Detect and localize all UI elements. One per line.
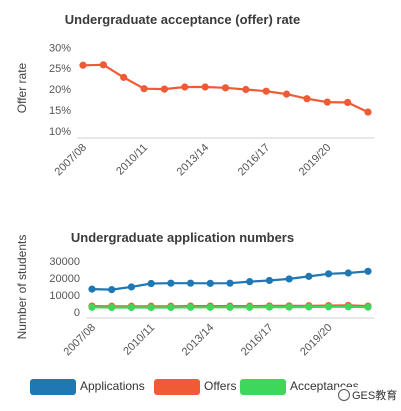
data-point-1-0-7 [226,279,234,287]
data-point-1-0-10 [285,275,293,283]
y-tick-label-0-2: 20% [49,84,71,96]
data-point-1-0-1 [108,286,116,294]
data-point-0-0-9 [262,87,270,95]
legend-swatch-applications [30,379,76,395]
legend: Applications Offers Acceptances [30,376,401,398]
data-point-1-0-9 [265,276,274,285]
data-point-0-0-11 [303,95,311,103]
watermark: GES教育 [336,387,400,403]
y-tick-label-1-3: 30000 [49,256,80,268]
legend-swatch-acceptances [240,379,286,395]
data-point-0-0-6 [201,83,209,91]
data-point-0-0-2 [120,73,128,81]
y-axis-label-1: Number of students [15,235,29,340]
y-tick-label-1-0: 0 [74,307,80,319]
data-point-1-2-10 [285,303,293,311]
y-tick-label-1-2: 20000 [49,273,80,285]
data-point-0-0-7 [221,84,230,92]
legend-label-offers: Offers [204,379,237,393]
x-tick-label-1-2: 2013/14 [180,322,217,359]
x-tick-label-1-4: 2019/20 [298,322,335,359]
data-point-0-0-0 [79,61,87,69]
data-point-1-2-14 [364,303,372,311]
data-point-0-0-3 [140,85,148,93]
legend-label-applications: Applications [80,379,145,393]
chart-title-applications: Undergraduate application numbers [70,230,295,245]
data-point-1-2-11 [305,303,313,311]
data-point-1-0-0 [88,285,96,293]
data-point-1-0-14 [364,267,372,275]
x-tick-label-1-3: 2016/17 [239,322,276,359]
y-axis-label-0: Offer rate [15,62,29,113]
data-point-1-2-8 [246,303,254,311]
data-point-1-2-2 [127,303,136,312]
data-point-1-0-11 [305,272,313,280]
chart-title-offer-rate: Undergraduate acceptance (offer) rate [64,12,301,27]
data-point-1-0-4 [167,279,175,287]
x-tick-label-0-1: 2010/11 [114,142,150,178]
data-point-0-0-12 [323,98,331,106]
data-point-1-2-13 [344,303,352,311]
data-point-1-0-3 [147,279,155,288]
data-point-1-2-5 [186,303,195,311]
x-tick-label-1-0: 2007/08 [62,322,99,359]
data-point-0-0-4 [160,85,169,93]
data-point-1-0-12 [324,270,333,278]
data-point-0-0-10 [282,90,291,98]
data-point-1-0-6 [206,279,214,287]
data-point-1-2-3 [147,303,155,312]
data-point-0-0-1 [99,61,107,69]
data-point-1-2-12 [324,303,333,311]
data-point-1-2-9 [265,303,274,311]
data-point-1-2-0 [88,303,96,311]
y-tick-label-1-1: 10000 [49,290,80,302]
legend-swatch-offers [154,379,200,395]
x-tick-label-0-3: 2016/17 [236,142,273,179]
data-point-1-2-1 [108,303,116,312]
x-tick-label-0-0: 2007/08 [53,142,90,179]
watermark-text: GES教育 [352,390,398,402]
x-tick-label-1-1: 2010/11 [121,322,157,358]
data-point-0-0-5 [181,83,189,91]
data-point-1-0-13 [344,269,352,277]
data-point-0-0-14 [364,108,372,116]
y-tick-label-0-3: 25% [49,63,71,75]
data-point-1-0-5 [186,279,195,287]
x-tick-label-0-4: 2019/20 [297,142,334,179]
y-tick-label-0-0: 10% [49,126,71,138]
data-point-1-2-6 [206,303,214,311]
data-point-1-0-8 [246,278,254,286]
data-point-1-2-4 [167,303,175,312]
data-point-0-0-8 [242,85,250,94]
y-tick-label-0-1: 15% [49,105,71,117]
x-tick-label-0-2: 2013/14 [175,142,212,179]
data-point-0-0-13 [344,98,352,107]
data-point-1-2-7 [226,303,234,311]
y-tick-label-0-4: 30% [49,42,71,54]
data-point-1-0-2 [127,283,136,291]
wechat-icon [338,389,350,401]
